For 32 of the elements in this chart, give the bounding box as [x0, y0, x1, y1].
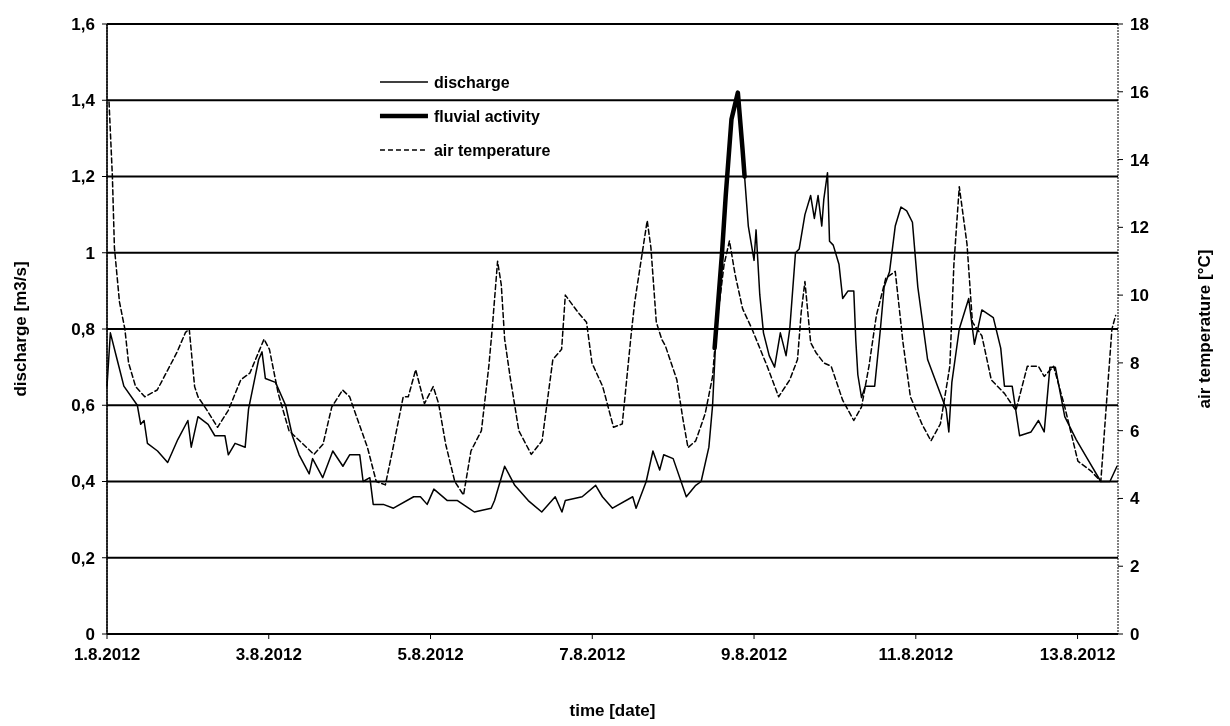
y-tick-label: 0,6 [71, 396, 95, 416]
x-tick-label: 9.8.2012 [720, 645, 788, 664]
y2-tick-label: 6 [1130, 421, 1140, 441]
y2-tick-label: 14 [1130, 150, 1150, 170]
x-tick-label: 13.8.2012 [1039, 645, 1116, 664]
x-tick-label: 11.8.2012 [878, 645, 954, 664]
y2-tick-label: 8 [1130, 353, 1140, 373]
y-tick-label: 1 [85, 243, 95, 263]
y2-tick-label: 10 [1130, 286, 1149, 306]
x-tick-label: 3.8.2012 [235, 645, 302, 664]
y-tick-label: 0,8 [71, 319, 95, 339]
x-axis-title: time [date] [569, 701, 656, 720]
y2-tick-label: 2 [1130, 557, 1140, 577]
y-tick-label: 1,6 [71, 14, 95, 34]
x-tick-label: 7.8.2012 [559, 645, 626, 664]
y-tick-label: 1,2 [71, 167, 95, 187]
y2-tick-label: 18 [1130, 14, 1149, 34]
y-tick-label: 0,2 [71, 548, 95, 568]
y2-tick-label: 0 [1130, 624, 1140, 644]
y-tick-label: 0 [85, 624, 95, 644]
y2-tick-label: 12 [1130, 218, 1149, 238]
x-tick-label: 1.8.2012 [73, 645, 141, 664]
y-axis-title: discharge [m3/s] [11, 261, 30, 397]
legend-label: air temperature [433, 141, 551, 159]
y2-tick-label: 16 [1130, 82, 1149, 102]
legend-label: fluvial activity [433, 107, 540, 125]
y2-tick-label: 4 [1130, 489, 1140, 509]
y-tick-label: 1,4 [71, 91, 96, 111]
legend-label: discharge [433, 73, 510, 91]
y-tick-label: 0,4 [71, 472, 96, 492]
x-tick-label: 5.8.2012 [397, 645, 464, 664]
y2-axis-title: air temperature [°C] [1195, 249, 1214, 409]
